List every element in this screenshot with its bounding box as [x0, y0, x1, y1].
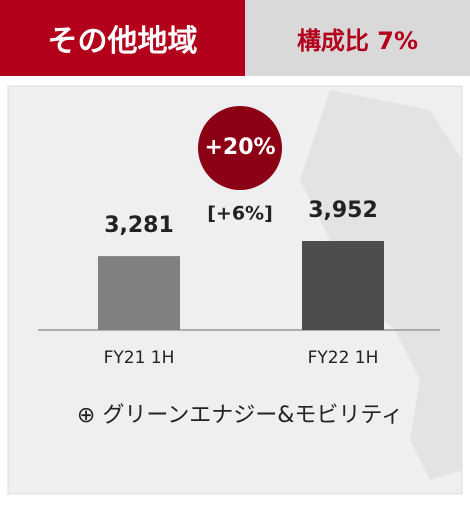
growth-label: +20%: [204, 135, 275, 160]
footnote: ⊕ グリーンエナジー&モビリティ: [77, 403, 403, 428]
growth-badge: [198, 106, 282, 190]
share-label: 構成比 7%: [245, 0, 470, 76]
category-label: FY21 1H: [104, 348, 175, 368]
category-label: FY22 1H: [308, 348, 379, 368]
value-label: 3,952: [308, 198, 378, 223]
value-label: 3,281: [104, 213, 174, 238]
growth-sub-label: [+6%]: [207, 203, 273, 225]
bar: [302, 241, 384, 330]
bar: [98, 256, 180, 330]
region-title: その他地域: [0, 0, 245, 76]
